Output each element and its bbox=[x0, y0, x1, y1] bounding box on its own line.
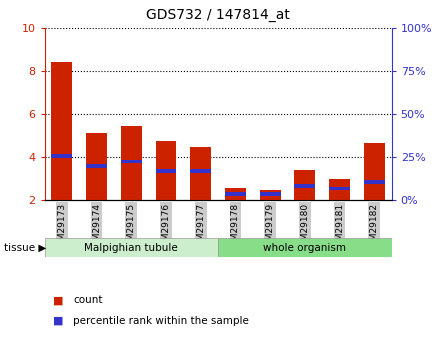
Text: ■: ■ bbox=[53, 316, 64, 326]
Bar bbox=[190, 147, 211, 200]
Text: tissue ▶: tissue ▶ bbox=[4, 243, 47, 253]
Bar bbox=[260, 192, 280, 196]
Bar bbox=[329, 187, 350, 190]
Bar bbox=[225, 192, 246, 196]
Title: GDS732 / 147814_at: GDS732 / 147814_at bbox=[146, 8, 290, 22]
Bar bbox=[225, 188, 246, 200]
Bar bbox=[364, 180, 384, 184]
Text: percentile rank within the sample: percentile rank within the sample bbox=[73, 316, 249, 326]
Text: ■: ■ bbox=[53, 295, 64, 305]
Text: count: count bbox=[73, 295, 103, 305]
Bar bbox=[156, 169, 176, 173]
Bar bbox=[218, 238, 392, 257]
Text: Malpighian tubule: Malpighian tubule bbox=[85, 243, 178, 253]
Bar bbox=[86, 133, 107, 200]
Bar bbox=[260, 190, 280, 200]
Bar bbox=[52, 154, 72, 158]
Bar bbox=[156, 141, 176, 200]
Bar bbox=[295, 170, 315, 200]
Bar bbox=[44, 238, 218, 257]
Bar bbox=[121, 159, 142, 164]
Bar bbox=[295, 184, 315, 188]
Bar bbox=[52, 62, 72, 200]
Bar bbox=[121, 126, 142, 200]
Bar bbox=[329, 179, 350, 200]
Text: whole organism: whole organism bbox=[263, 243, 346, 253]
Bar bbox=[190, 169, 211, 173]
Bar bbox=[86, 164, 107, 168]
Bar bbox=[364, 143, 384, 200]
